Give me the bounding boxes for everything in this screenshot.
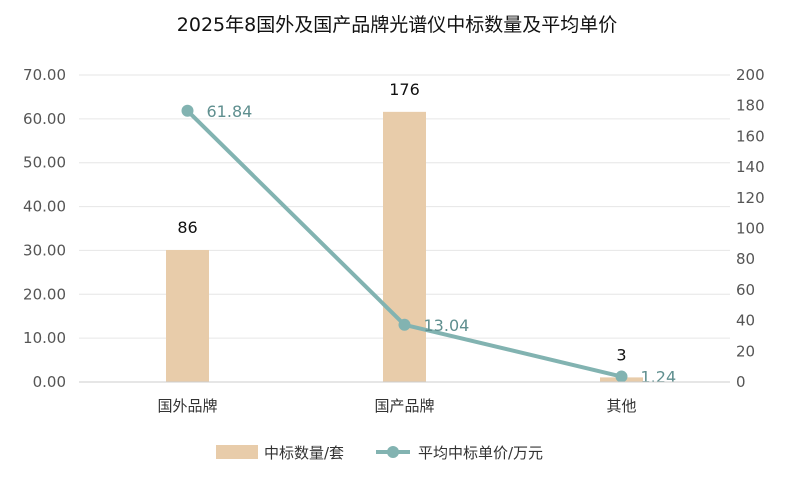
- right-y-tick-label: 0: [736, 373, 746, 391]
- left-y-tick-label: 10.00: [23, 329, 66, 347]
- legend-bar-label: 中标数量/套: [264, 444, 344, 462]
- left-y-axis: 0.00 10.00 20.00 30.00 40.00 50.00 60.00 70.00: [23, 66, 66, 391]
- bar-data-label: 3: [616, 345, 626, 364]
- line-point: [615, 370, 628, 383]
- x-category-label: 国产品牌: [374, 397, 434, 415]
- right-y-tick-label: 100: [736, 220, 765, 238]
- line-data-label: 61.84: [207, 102, 253, 121]
- left-y-tick-label: 40.00: [23, 198, 66, 216]
- line-point: [398, 318, 411, 331]
- left-y-tick-label: 20.00: [23, 285, 66, 303]
- bar: [383, 111, 426, 382]
- right-y-tick-label: 140: [736, 158, 765, 176]
- right-y-tick-label: 120: [736, 189, 765, 207]
- bar: [166, 249, 209, 382]
- left-y-tick-label: 50.00: [23, 154, 66, 172]
- line-data-label: 13.04: [424, 316, 470, 335]
- legend: 中标数量/套 平均中标单价/万元: [216, 444, 543, 462]
- legend-line-marker: [387, 446, 399, 458]
- line-data-label: 1.24: [641, 368, 677, 387]
- right-y-tick-label: 200: [736, 66, 765, 84]
- bar-data-label: 176: [389, 80, 420, 99]
- bar-data-label: 86: [177, 218, 197, 237]
- left-y-tick-label: 0.00: [33, 373, 66, 391]
- bar-series: 86 176 3: [166, 80, 643, 382]
- legend-bar-swatch: [216, 445, 258, 459]
- right-y-axis: 0 20 40 60 80 100 120 140 160 180 200: [736, 66, 765, 391]
- x-axis: 国外品牌 国产品牌 其他: [79, 381, 730, 415]
- x-category-label: 其他: [606, 397, 636, 415]
- right-y-tick-label: 80: [736, 250, 755, 268]
- line-series: 61.84 13.04 1.24: [181, 102, 677, 387]
- right-y-tick-label: 160: [736, 127, 765, 145]
- right-y-tick-label: 20: [736, 342, 755, 360]
- right-y-tick-label: 40: [736, 312, 755, 330]
- left-y-tick-label: 60.00: [23, 110, 66, 128]
- left-y-tick-label: 30.00: [23, 241, 66, 259]
- line-point: [181, 104, 194, 117]
- chart-title: 2025年8国外及国产品牌光谱仪中标数量及平均单价: [177, 14, 617, 36]
- right-y-tick-label: 180: [736, 97, 765, 115]
- x-category-label: 国外品牌: [157, 397, 217, 415]
- right-y-tick-label: 60: [736, 281, 755, 299]
- legend-line-label: 平均中标单价/万元: [418, 444, 543, 462]
- left-y-tick-label: 70.00: [23, 66, 66, 84]
